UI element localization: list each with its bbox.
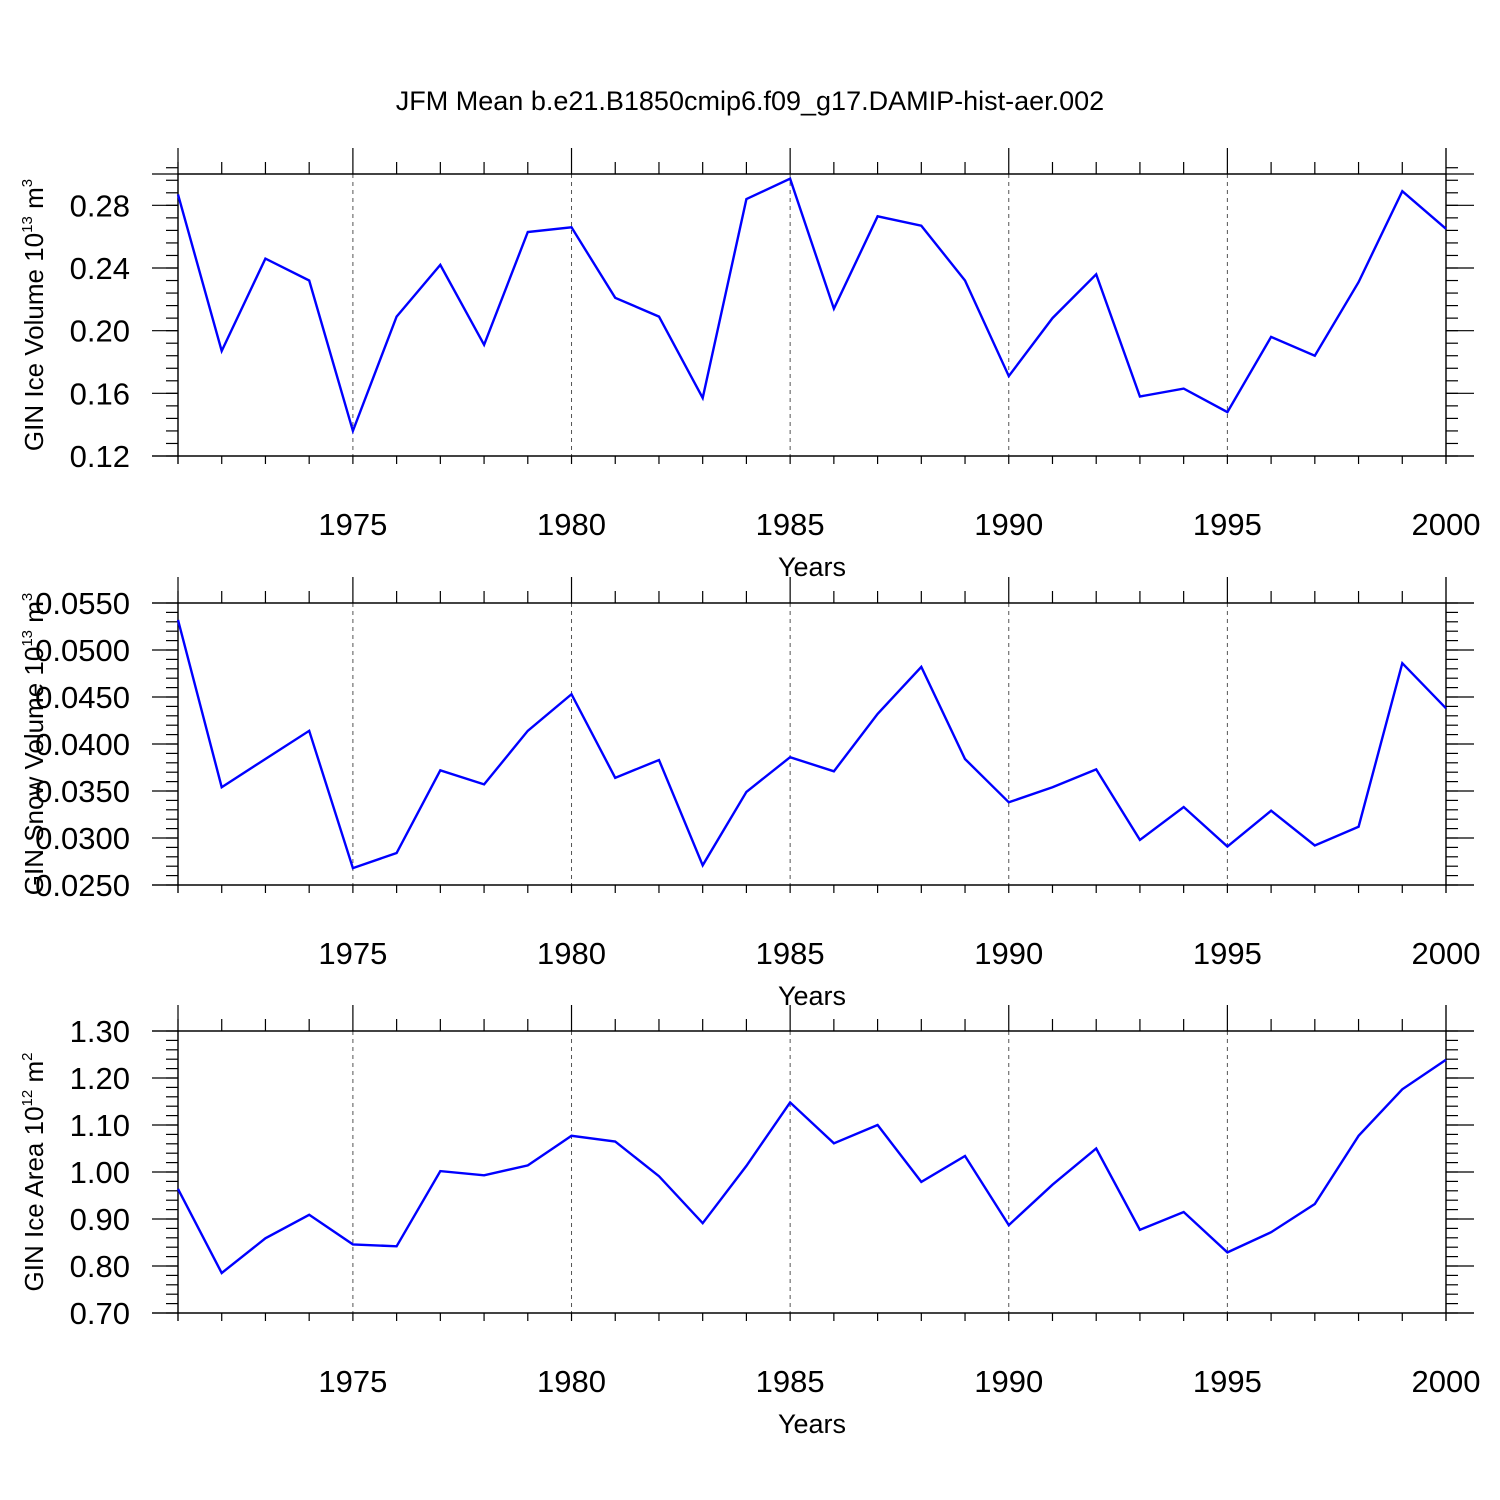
- ice-volume-y-tick-label: 0.24: [70, 251, 130, 286]
- ice-volume-x-tick-label: 1980: [537, 507, 606, 542]
- snow-volume-plot-frame: [177, 602, 1447, 886]
- ice-area-y-tick-label: 1.10: [70, 1108, 130, 1143]
- ice-area-y-tick-label: 0.90: [70, 1202, 130, 1237]
- ice-area-x-tick-label: 1975: [318, 1364, 387, 1399]
- snow-volume-y-tick-label: 0.0550: [35, 586, 130, 621]
- ice-area-x-tick-label: 1980: [537, 1364, 606, 1399]
- ice-area-plot-frame: [177, 1030, 1447, 1314]
- snow-volume-y-axis-label-unit: m: [19, 601, 49, 630]
- ice-area-panel: 1975 1980 1985 1990 1995 2000 0.70 0.80 0.90 1.00…: [19, 1005, 1480, 1439]
- ice-area-y-axis-label-unit-exponent: 2: [19, 1053, 36, 1061]
- ice-volume-y-tick-label: 0.16: [70, 376, 130, 411]
- snow-volume-y-axis-label-text: GIN Snow Volume 10: [19, 647, 49, 896]
- snow-volume-x-tick-label: 2000: [1412, 936, 1481, 971]
- ice-volume-y-axis-label-exponent: 13: [19, 216, 36, 233]
- ice-volume-plot-frame: [177, 173, 1447, 457]
- ice-area-y-tick-label: 0.80: [70, 1249, 130, 1284]
- snow-volume-y-tick-label: 0.0300: [35, 821, 130, 856]
- ice-area-y-axis-label-exponent: 12: [19, 1090, 36, 1107]
- ice-volume-y-tick-label: 0.20: [70, 314, 130, 349]
- ice-volume-y-axis-label-unit-exponent: 3: [19, 179, 36, 187]
- snow-volume-y-tick-label: 0.0250: [35, 868, 130, 903]
- ice-area-y-axis-label: GIN Ice Area 1012 m2: [19, 1053, 49, 1292]
- snow-volume-y-tick-label: 0.0350: [35, 774, 130, 809]
- ice-area-x-axis-label: Years: [778, 1409, 846, 1439]
- snow-volume-x-axis-label: Years: [778, 981, 846, 1011]
- ice-volume-x-tick-label: 1985: [756, 507, 825, 542]
- ice-volume-x-axis-label: Years: [778, 552, 846, 582]
- snow-volume-x-tick-label: 1990: [974, 936, 1043, 971]
- ice-area-y-axis-label-text: GIN Ice Area 10: [19, 1106, 49, 1291]
- ice-area-y-tick-label: 1.30: [70, 1014, 130, 1049]
- ice-volume-y-axis-label-text: GIN Ice Volume 10: [19, 233, 49, 451]
- snow-volume-y-tick-label: 0.0500: [35, 633, 130, 668]
- ice-area-x-tick-label: 1985: [756, 1364, 825, 1399]
- ice-volume-y-tick-label: 0.12: [70, 439, 130, 474]
- snow-volume-y-tick-label: 0.0450: [35, 680, 130, 715]
- snow-volume-y-axis-label-exponent: 13: [19, 630, 36, 647]
- ice-area-y-tick-label: 0.70: [70, 1296, 130, 1331]
- snow-volume-panel: 1975 1980 1985 1990 1995 2000 0.0250 0.0300 0.03…: [19, 577, 1480, 1011]
- snow-volume-y-axis-label: GIN Snow Volume 1013 m3: [19, 593, 49, 896]
- ice-area-y-tick-label: 1.00: [70, 1155, 130, 1190]
- ice-volume-y-tick-label: 0.28: [70, 188, 130, 223]
- snow-volume-series-line: [176, 619, 1447, 870]
- ice-area-y-tick-label: 1.20: [70, 1061, 130, 1096]
- ice-volume-x-tick-label: 1990: [974, 507, 1043, 542]
- ice-volume-panel: 1975 1980 1985 1990 1995 2000 0.12 0.16 0.20 0.24…: [19, 148, 1480, 582]
- snow-volume-y-tick-label: 0.0400: [35, 727, 130, 762]
- snow-volume-y-axis-label-unit-exponent: 3: [19, 593, 36, 601]
- ice-area-y-axis-label-unit: m: [19, 1061, 49, 1090]
- ice-area-series-line: [176, 1058, 1447, 1275]
- ice-volume-series-line: [176, 177, 1447, 435]
- snow-volume-x-tick-label: 1975: [318, 936, 387, 971]
- ice-area-x-tick-label: 2000: [1412, 1364, 1481, 1399]
- snow-volume-x-tick-label: 1985: [756, 936, 825, 971]
- ice-area-x-tick-label: 1990: [974, 1364, 1043, 1399]
- snow-volume-x-tick-label: 1995: [1193, 936, 1262, 971]
- ice-area-x-tick-label: 1995: [1193, 1364, 1262, 1399]
- ice-volume-y-axis-label-unit: m: [19, 187, 49, 216]
- ice-volume-x-tick-label: 1975: [318, 507, 387, 542]
- ice-volume-y-axis-label: GIN Ice Volume 1013 m3: [19, 179, 49, 451]
- ice-volume-x-tick-label: 2000: [1412, 507, 1481, 542]
- snow-volume-x-tick-label: 1980: [537, 936, 606, 971]
- figure-title: JFM Mean b.e21.B1850cmip6.f09_g17.DAMIP-…: [396, 86, 1104, 116]
- ice-volume-x-tick-label: 1995: [1193, 507, 1262, 542]
